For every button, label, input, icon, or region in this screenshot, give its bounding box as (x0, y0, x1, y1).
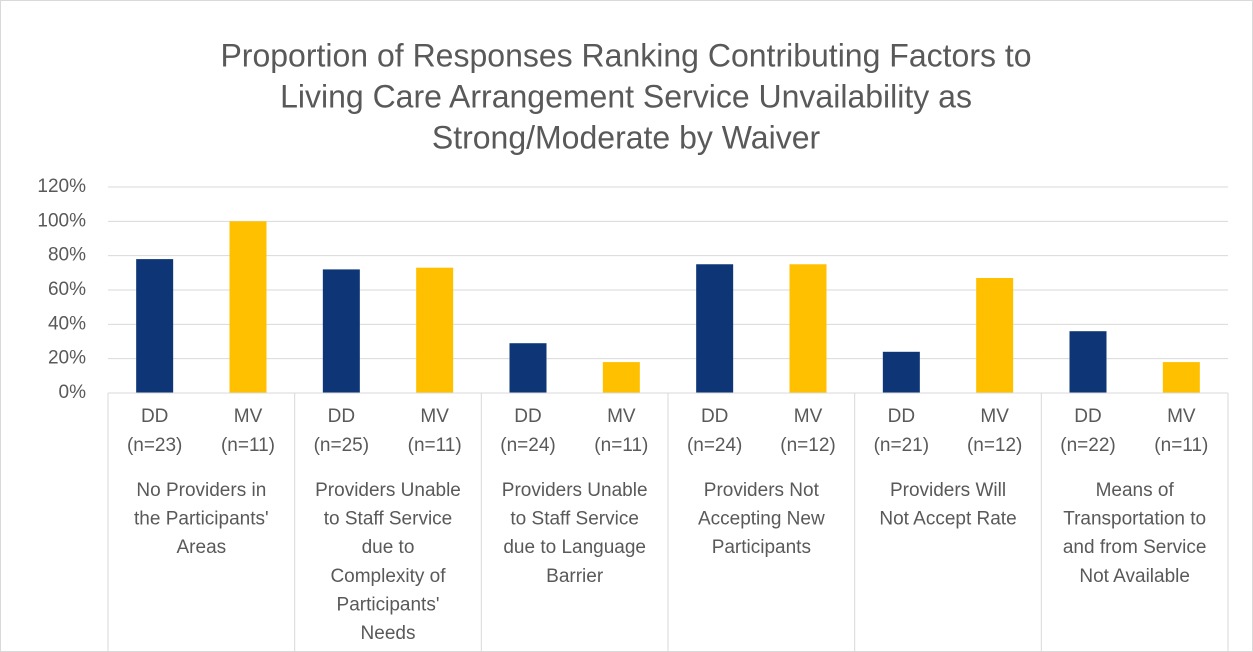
bar (136, 259, 174, 393)
group-label: Providers Unable (502, 480, 648, 501)
group-label: the Participants' (134, 509, 269, 530)
bar (602, 362, 640, 393)
x-tick-label: (n=24) (687, 435, 742, 456)
bar (882, 351, 920, 393)
y-tick-label: 20% (48, 348, 86, 369)
group-label: Needs (361, 623, 416, 644)
group-label: to Staff Service (510, 509, 639, 530)
x-tick-label: DD (1074, 406, 1101, 427)
group-label: Not Available (1079, 566, 1190, 587)
group-label: No Providers in (136, 480, 266, 501)
group-label: due to Language (503, 537, 646, 558)
bar (789, 264, 827, 393)
group-label: Not Accept Rate (879, 509, 1016, 530)
group-label: Accepting New (698, 509, 825, 530)
bar (416, 267, 454, 393)
bar (976, 277, 1014, 393)
group-label: Providers Not (704, 480, 820, 501)
x-tick-label: (n=21) (874, 435, 929, 456)
x-tick-label: MV (1167, 406, 1196, 427)
x-tick-label: (n=23) (127, 435, 182, 456)
y-tick-label: 40% (48, 313, 86, 334)
y-tick-label: 100% (37, 210, 86, 231)
x-tick-label: MV (420, 406, 449, 427)
y-tick-label: 60% (48, 279, 86, 300)
group-label: Barrier (546, 566, 604, 587)
group-label: Participants' (337, 594, 440, 615)
x-tick-label: DD (888, 406, 915, 427)
x-tick-label: (n=11) (1154, 435, 1208, 456)
x-tick-label: MV (794, 406, 823, 427)
group-label: and from Service (1063, 537, 1207, 558)
x-tick-label: MV (234, 406, 263, 427)
x-tick-label: (n=11) (594, 435, 648, 456)
y-tick-label: 0% (59, 382, 87, 403)
group-label: to Staff Service (324, 509, 453, 530)
group-label: Transportation to (1063, 509, 1206, 530)
bar (322, 269, 360, 393)
x-tick-label: (n=12) (967, 435, 1022, 456)
bar (696, 264, 734, 393)
group-label: Means of (1096, 480, 1175, 501)
x-tick-label: MV (607, 406, 636, 427)
group-label: Participants (712, 537, 811, 558)
chart-title: Proportion of Responses Ranking Contribu… (220, 37, 1031, 73)
x-tick-label: (n=25) (314, 435, 369, 456)
group-label: Providers Will (890, 480, 1006, 501)
chart-title: Strong/Moderate by Waiver (432, 119, 821, 155)
x-tick-label: (n=11) (408, 435, 462, 456)
group-label: Complexity of (330, 566, 446, 587)
bar (1069, 331, 1107, 393)
bar (229, 221, 267, 393)
x-tick-label: DD (328, 406, 355, 427)
x-tick-label: DD (141, 406, 168, 427)
x-tick-label: (n=11) (221, 435, 275, 456)
chart-title: Living Care Arrangement Service Unvailab… (280, 78, 972, 114)
x-tick-label: DD (514, 406, 541, 427)
y-tick-label: 80% (48, 245, 86, 266)
y-tick-label: 120% (37, 176, 86, 197)
group-label: due to (362, 537, 415, 558)
x-tick-label: (n=12) (780, 435, 835, 456)
group-label: Providers Unable (315, 480, 461, 501)
bar (1162, 362, 1200, 393)
bar (509, 343, 547, 393)
group-label: Areas (177, 537, 227, 558)
x-tick-label: (n=22) (1060, 435, 1115, 456)
x-tick-label: (n=24) (500, 435, 555, 456)
x-tick-label: MV (980, 406, 1009, 427)
x-tick-label: DD (701, 406, 728, 427)
